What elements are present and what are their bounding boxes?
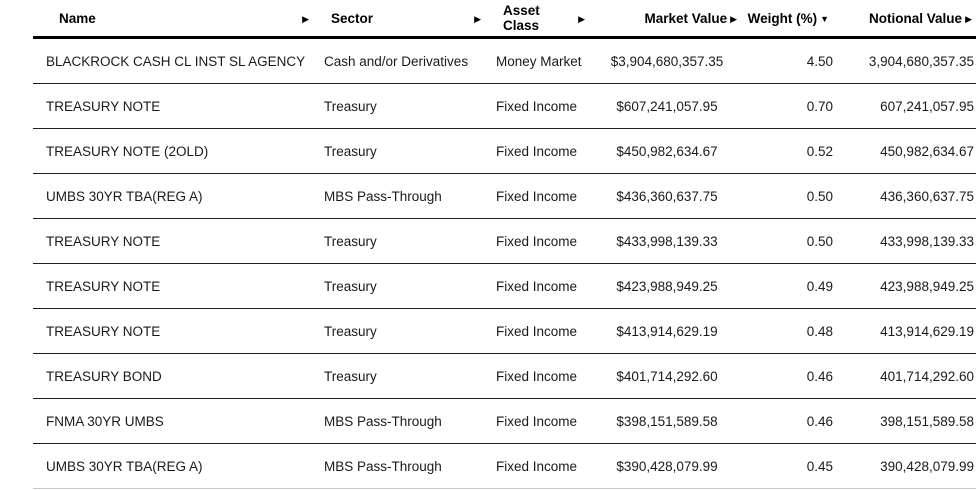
cell-notional-value: 607,241,057.95 <box>837 83 976 129</box>
table-row: TREASURY NOTE Treasury Fixed Income $433… <box>33 218 976 264</box>
cell-sector: Treasury <box>317 353 489 399</box>
cell-market-value: $390,428,079.99 <box>593 443 741 489</box>
table-row: UMBS 30YR TBA(REG A) MBS Pass-Through Fi… <box>33 173 976 219</box>
column-label-weight: Weight (%) <box>747 10 818 26</box>
column-header-weight[interactable]: Weight (%) ▼ <box>741 0 837 39</box>
cell-notional-value: 436,360,637.75 <box>837 173 976 219</box>
cell-name: FNMA 30YR UMBS <box>33 398 317 444</box>
cell-weight: 0.49 <box>741 263 837 309</box>
cell-asset-class: Money Market <box>489 37 593 84</box>
cell-weight: 0.46 <box>741 398 837 444</box>
cell-market-value: $398,151,589.58 <box>593 398 741 444</box>
cell-market-value: $423,988,949.25 <box>593 263 741 309</box>
cell-sector: Treasury <box>317 128 489 174</box>
cell-notional-value: 3,904,680,357.35 <box>837 37 976 84</box>
cell-market-value: $607,241,057.95 <box>593 83 741 129</box>
cell-notional-value: 450,982,634.67 <box>837 128 976 174</box>
holdings-table: Name ▶ Sector ▶ Asset Class ▶ <box>33 0 976 489</box>
cell-sector: Treasury <box>317 308 489 354</box>
table-row: TREASURY NOTE Treasury Fixed Income $423… <box>33 263 976 309</box>
cell-name: TREASURY NOTE <box>33 263 317 309</box>
cell-market-value: $413,914,629.19 <box>593 308 741 354</box>
cell-sector: MBS Pass-Through <box>317 443 489 489</box>
table-row: BLACKROCK CASH CL INST SL AGENCY Cash an… <box>33 37 976 84</box>
cell-name: TREASURY NOTE <box>33 83 317 129</box>
cell-name: TREASURY NOTE (2OLD) <box>33 128 317 174</box>
sort-right-icon[interactable]: ▶ <box>965 13 972 24</box>
cell-sector: Treasury <box>317 263 489 309</box>
table-row: TREASURY NOTE (2OLD) Treasury Fixed Inco… <box>33 128 976 174</box>
column-header-name[interactable]: Name ▶ <box>33 0 317 39</box>
cell-name: TREASURY NOTE <box>33 308 317 354</box>
cell-market-value: $3,904,680,357.35 <box>593 37 741 84</box>
column-header-market-value[interactable]: Market Value ▶ <box>593 0 741 39</box>
column-label-name: Name <box>59 10 96 26</box>
cell-weight: 4.50 <box>741 37 837 84</box>
cell-notional-value: 398,151,589.58 <box>837 398 976 444</box>
cell-asset-class: Fixed Income <box>489 173 593 219</box>
holdings-table-header: Name ▶ Sector ▶ Asset Class ▶ <box>33 0 976 39</box>
cell-notional-value: 401,714,292.60 <box>837 353 976 399</box>
cell-asset-class: Fixed Income <box>489 83 593 129</box>
cell-asset-class: Fixed Income <box>489 128 593 174</box>
cell-weight: 0.48 <box>741 308 837 354</box>
cell-sector: MBS Pass-Through <box>317 398 489 444</box>
cell-name: UMBS 30YR TBA(REG A) <box>33 173 317 219</box>
cell-weight: 0.50 <box>741 173 837 219</box>
column-label-asset-class: Asset Class <box>503 3 540 33</box>
sort-right-icon[interactable]: ▶ <box>730 13 737 24</box>
cell-asset-class: Fixed Income <box>489 398 593 444</box>
cell-notional-value: 413,914,629.19 <box>837 308 976 354</box>
cell-sector: Cash and/or Derivatives <box>317 37 489 84</box>
cell-market-value: $401,714,292.60 <box>593 353 741 399</box>
cell-asset-class: Fixed Income <box>489 353 593 399</box>
cell-asset-class: Fixed Income <box>489 218 593 264</box>
sort-right-icon[interactable]: ▶ <box>474 13 481 24</box>
cell-sector: MBS Pass-Through <box>317 173 489 219</box>
column-label-market-value: Market Value <box>644 10 728 26</box>
cell-market-value: $436,360,637.75 <box>593 173 741 219</box>
holdings-table-body: BLACKROCK CASH CL INST SL AGENCY Cash an… <box>33 37 976 489</box>
table-row: TREASURY NOTE Treasury Fixed Income $413… <box>33 308 976 354</box>
column-header-sector[interactable]: Sector ▶ <box>317 0 489 39</box>
cell-market-value: $433,998,139.33 <box>593 218 741 264</box>
cell-name: TREASURY BOND <box>33 353 317 399</box>
cell-weight: 0.46 <box>741 353 837 399</box>
cell-asset-class: Fixed Income <box>489 263 593 309</box>
column-header-notional-value[interactable]: Notional Value ▶ <box>837 0 976 39</box>
cell-notional-value: 390,428,079.99 <box>837 443 976 489</box>
cell-asset-class: Fixed Income <box>489 443 593 489</box>
table-row: TREASURY BOND Treasury Fixed Income $401… <box>33 353 976 399</box>
cell-notional-value: 433,998,139.33 <box>837 218 976 264</box>
sort-right-icon[interactable]: ▶ <box>578 13 585 24</box>
sort-right-icon[interactable]: ▶ <box>302 13 309 24</box>
cell-weight: 0.70 <box>741 83 837 129</box>
cell-name: UMBS 30YR TBA(REG A) <box>33 443 317 489</box>
header-row: Name ▶ Sector ▶ Asset Class ▶ <box>33 0 976 39</box>
cell-asset-class: Fixed Income <box>489 308 593 354</box>
cell-weight: 0.52 <box>741 128 837 174</box>
cell-name: TREASURY NOTE <box>33 218 317 264</box>
column-header-asset-class[interactable]: Asset Class ▶ <box>489 0 593 39</box>
cell-sector: Treasury <box>317 83 489 129</box>
table-row: TREASURY NOTE Treasury Fixed Income $607… <box>33 83 976 129</box>
cell-name: BLACKROCK CASH CL INST SL AGENCY <box>33 37 317 84</box>
cell-weight: 0.50 <box>741 218 837 264</box>
table-row: UMBS 30YR TBA(REG A) MBS Pass-Through Fi… <box>33 443 976 489</box>
sort-desc-icon[interactable]: ▼ <box>820 13 829 24</box>
cell-weight: 0.45 <box>741 443 837 489</box>
cell-sector: Treasury <box>317 218 489 264</box>
holdings-table-container: Name ▶ Sector ▶ Asset Class ▶ <box>33 0 976 489</box>
cell-market-value: $450,982,634.67 <box>593 128 741 174</box>
cell-notional-value: 423,988,949.25 <box>837 263 976 309</box>
column-label-notional-value: Notional Value <box>869 10 963 26</box>
column-label-sector: Sector <box>331 10 374 26</box>
table-row: FNMA 30YR UMBS MBS Pass-Through Fixed In… <box>33 398 976 444</box>
